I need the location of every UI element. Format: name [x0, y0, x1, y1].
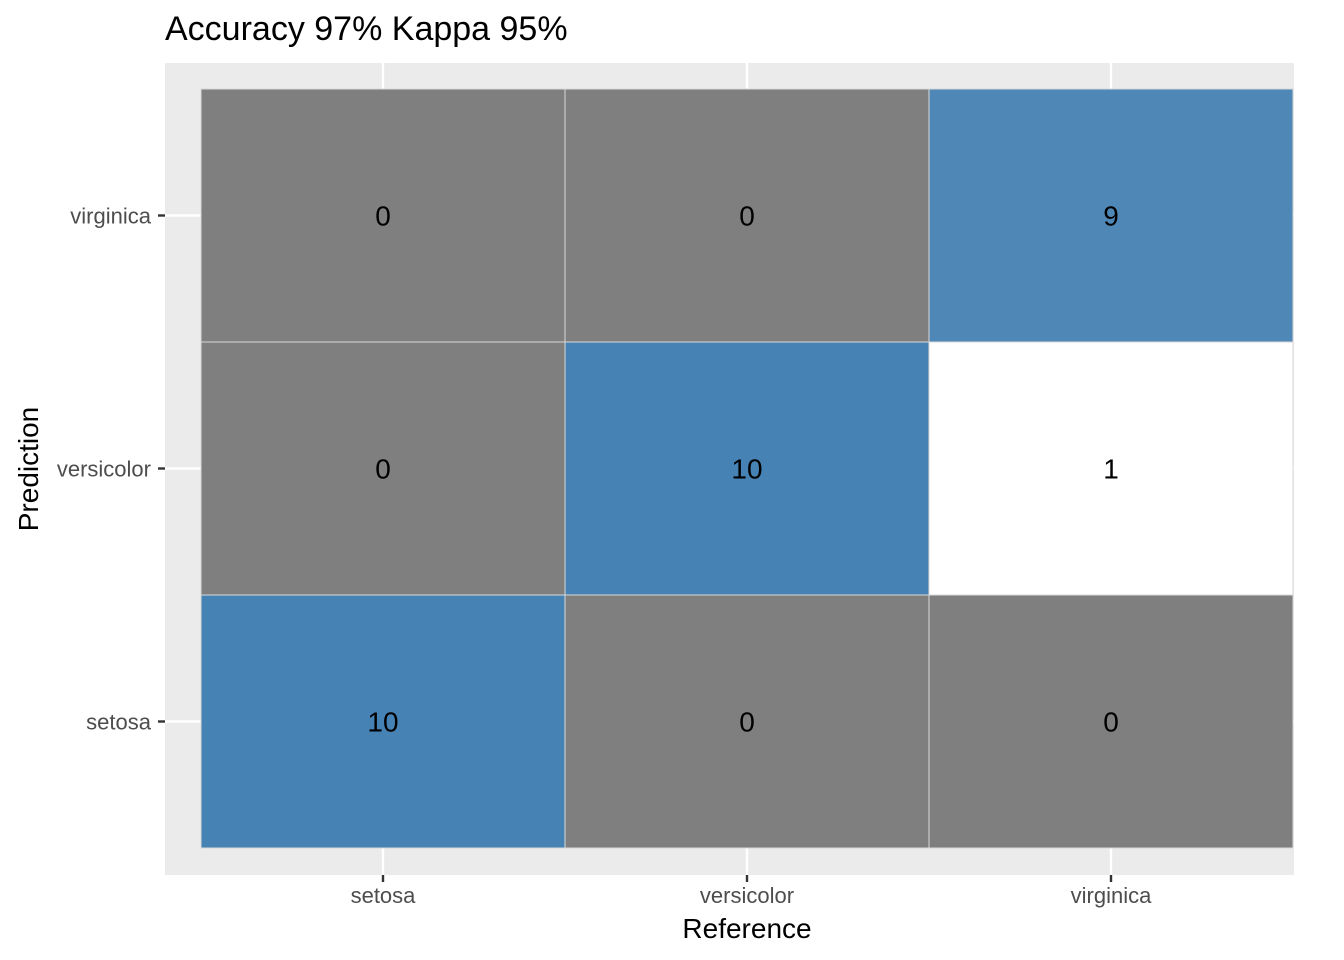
y-axis: setosa versicolor virginica: [57, 204, 165, 735]
heatmap-cell: [928, 88, 1294, 343]
cell-value-label: 9: [1103, 201, 1119, 232]
heatmap-cells: [200, 88, 1294, 849]
y-tick-label: setosa: [86, 710, 152, 735]
cell-value-label: 0: [739, 201, 755, 232]
cell-value-label: 10: [367, 707, 398, 738]
cell-value-label: 0: [1103, 707, 1119, 738]
heatmap-cell: [200, 88, 566, 343]
heatmap-cell: [564, 88, 930, 343]
cell-labels: 10 0 00 10 10 0 9: [367, 201, 1118, 738]
x-tick-label: versicolor: [700, 883, 794, 908]
heatmap-cell: [564, 594, 930, 849]
x-axis-title: Reference: [682, 913, 811, 944]
y-tick-label: versicolor: [57, 457, 151, 482]
chart-title: Accuracy 97% Kappa 95%: [165, 10, 568, 48]
cell-value-label: 0: [375, 201, 391, 232]
x-tick-label: setosa: [351, 883, 417, 908]
y-axis-title: Prediction: [13, 407, 44, 532]
cell-value-label: 0: [739, 707, 755, 738]
x-tick-label: virginica: [1071, 883, 1152, 908]
cell-value-label: 10: [731, 454, 762, 485]
cell-value-label: 0: [375, 454, 391, 485]
x-axis: setosa versicolor virginica: [351, 875, 1152, 908]
y-tick-label: virginica: [70, 204, 151, 229]
heatmap-cell: [200, 341, 566, 596]
cell-value-label: 1: [1103, 454, 1119, 485]
heatmap-cell: [928, 341, 1294, 596]
heatmap-cell: [928, 594, 1294, 849]
heatmap-cell: [564, 341, 930, 596]
